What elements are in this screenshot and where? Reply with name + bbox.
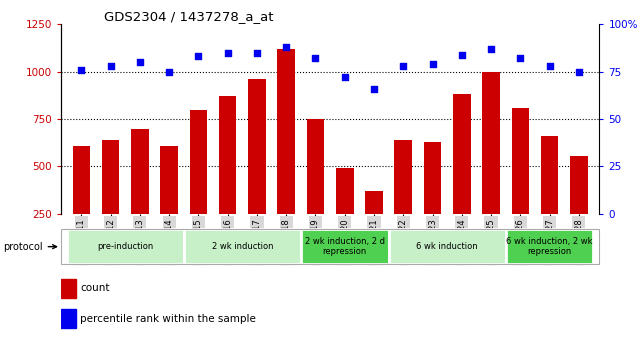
Bar <box>570 156 588 262</box>
Bar <box>482 71 500 262</box>
Text: protocol: protocol <box>3 242 56 252</box>
Point <box>398 63 408 69</box>
Point <box>106 63 116 69</box>
Point <box>340 75 350 80</box>
Bar <box>102 140 119 262</box>
Bar <box>72 146 90 262</box>
Point <box>369 86 379 91</box>
Bar <box>184 229 301 264</box>
Bar <box>67 229 184 264</box>
Bar <box>190 110 207 262</box>
Text: pre-induction: pre-induction <box>97 242 153 251</box>
Bar <box>160 146 178 262</box>
Point <box>310 56 320 61</box>
Point <box>135 59 145 65</box>
Bar <box>512 108 529 262</box>
Text: count: count <box>80 283 110 293</box>
Point <box>456 52 467 57</box>
Text: 2 wk induction: 2 wk induction <box>212 242 273 251</box>
Bar <box>394 140 412 262</box>
Text: GDS2304 / 1437278_a_at: GDS2304 / 1437278_a_at <box>104 10 274 23</box>
Bar <box>278 49 295 262</box>
Bar <box>131 128 149 262</box>
Point <box>76 67 87 72</box>
Text: 2 wk induction, 2 d
repression: 2 wk induction, 2 d repression <box>304 237 385 256</box>
Bar <box>365 191 383 262</box>
Bar <box>248 79 266 262</box>
Bar <box>301 229 388 264</box>
Point <box>486 46 496 51</box>
Bar <box>424 142 441 262</box>
Bar <box>306 119 324 262</box>
Text: percentile rank within the sample: percentile rank within the sample <box>80 314 256 324</box>
Bar <box>336 168 354 262</box>
Bar <box>506 229 594 264</box>
Point <box>281 44 292 50</box>
Point <box>194 53 204 59</box>
Point <box>574 69 584 74</box>
Bar <box>388 229 506 264</box>
Point <box>164 69 174 74</box>
Point <box>222 50 233 55</box>
Bar <box>453 94 470 262</box>
Point <box>515 56 526 61</box>
Bar <box>61 309 76 328</box>
Bar <box>219 96 237 262</box>
Text: 6 wk induction, 2 wk
repression: 6 wk induction, 2 wk repression <box>506 237 593 256</box>
Bar <box>541 136 558 262</box>
Bar <box>61 279 76 298</box>
Text: 6 wk induction: 6 wk induction <box>417 242 478 251</box>
Point <box>428 61 438 67</box>
Point <box>252 50 262 55</box>
Point <box>544 63 554 69</box>
